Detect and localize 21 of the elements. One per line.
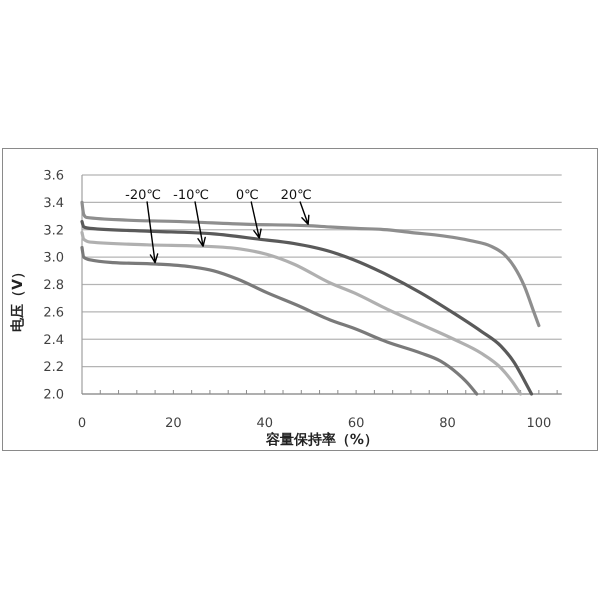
y-axis-title: 电压（V） (10, 265, 26, 332)
y-tick-label: 3.0 (43, 250, 64, 266)
y-tick-label: 2.6 (43, 305, 64, 320)
annotation: -20℃ (125, 188, 162, 203)
y-tick-label: 2.0 (43, 388, 64, 402)
x-axis-title: 容量保持率（%） (264, 431, 378, 448)
x-tick-label: 0 (78, 416, 86, 431)
y-tick-label: 3.4 (43, 196, 64, 211)
y-tick-label: 2.8 (43, 278, 64, 293)
x-tick-label: 100 (526, 416, 552, 431)
annotation: 0℃ (236, 188, 259, 203)
x-tick-label: 80 (439, 416, 456, 431)
y-tick-label: 3.6 (43, 168, 64, 184)
x-tick-label: 60 (348, 416, 364, 431)
x-tick-label: 20 (165, 416, 182, 431)
y-tick-label: 2.2 (43, 360, 64, 376)
y-tick-label: 2.4 (43, 332, 64, 348)
x-tick-label: 40 (256, 416, 274, 431)
annotation: 20℃ (280, 188, 312, 203)
y-tick-label: 3.2 (43, 223, 64, 238)
annotation: -10℃ (173, 188, 209, 203)
